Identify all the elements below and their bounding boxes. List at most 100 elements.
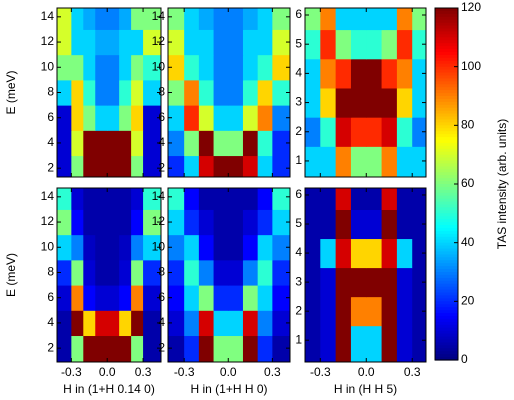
heatmap-cell (350, 209, 367, 240)
heatmap-cell (143, 335, 161, 362)
heatmap-cell (198, 105, 215, 131)
heatmap-cell (143, 79, 161, 106)
heatmap-cell (198, 310, 215, 337)
heatmap-cell (131, 54, 144, 81)
heatmap-cell (131, 29, 144, 56)
heatmap-cell (320, 117, 337, 147)
heatmap-cell (168, 234, 185, 261)
y-tick-label: 5 (295, 36, 302, 50)
heatmap-cell (119, 79, 132, 106)
y-tick-label: 1 (295, 332, 302, 346)
heatmap-cell (95, 335, 108, 362)
y-tick-label: 8 (158, 265, 165, 279)
heatmap-cell (320, 29, 337, 60)
heatmap-cell (168, 155, 185, 177)
heatmap-cell (272, 130, 290, 157)
heatmap-cell (184, 234, 200, 261)
heatmap-cell (83, 79, 96, 106)
heatmap-cell (83, 259, 96, 286)
heatmap-cell (107, 335, 120, 362)
heatmap-cell (396, 238, 413, 269)
heatmap-cell (143, 105, 161, 131)
heatmap-cell (57, 105, 72, 131)
heatmap-cell (335, 58, 352, 89)
heatmap-cell (412, 29, 426, 60)
y-tick-label: 1 (295, 153, 302, 167)
heatmap-cell (143, 209, 161, 236)
colorbar-tick-label: 120 (461, 0, 481, 14)
heatmap-cell (412, 296, 426, 327)
y-tick-label: 2 (158, 340, 165, 354)
heatmap-cell (119, 8, 132, 30)
heatmap-cell (119, 335, 132, 362)
heatmap-cell (184, 105, 200, 131)
heatmap-cell (412, 209, 426, 240)
heatmap-cell (143, 310, 161, 337)
heatmap-cell (242, 79, 259, 106)
heatmap-cell (168, 285, 185, 311)
y-tick-label: 6 (158, 110, 165, 124)
heatmap-cell (366, 29, 383, 60)
heatmap-cell (272, 155, 290, 177)
heatmap-cell (257, 209, 273, 236)
heatmap-cell (320, 325, 337, 362)
x-axis-label: H in (1+H 0.14 0) (63, 382, 155, 396)
heatmap (305, 8, 426, 177)
y-tick-label: 6 (158, 290, 165, 304)
heatmap-cell (71, 54, 84, 81)
heatmap-cell (350, 8, 367, 31)
y-tick-label: 8 (47, 85, 54, 99)
y-tick-label: 6 (47, 290, 54, 304)
y-tick-label: 6 (295, 7, 302, 21)
heatmap-cell (228, 54, 244, 81)
heatmap-cell (412, 8, 426, 31)
heatmap-cell (119, 209, 132, 236)
y-axis-label: E (meV) (4, 70, 18, 114)
heatmap-cell (131, 310, 144, 337)
heatmap-cell (412, 188, 426, 210)
heatmap (168, 188, 290, 362)
heatmap-cell (57, 310, 72, 337)
heatmap-cell (335, 325, 352, 362)
colorbar-tick-label: 40 (461, 235, 475, 249)
heatmap-cell (320, 238, 337, 269)
heatmap-cell (381, 296, 398, 327)
heatmap-cell (184, 335, 200, 362)
panel-frame (56, 187, 162, 363)
y-tick-label: 4 (158, 135, 165, 149)
heatmap-cell (412, 117, 426, 147)
x-tick-label: 0.0 (358, 365, 375, 379)
panel-frame (167, 187, 291, 363)
heatmap-cell (57, 188, 72, 210)
heatmap-cell (95, 130, 108, 157)
heatmap-cell (95, 285, 108, 311)
heatmap-cell (305, 29, 321, 60)
heatmap-cell (71, 105, 84, 131)
heatmap-cell (213, 209, 229, 236)
heatmap-cell (228, 234, 244, 261)
heatmap-cell (119, 29, 132, 56)
heatmap-cell (320, 209, 337, 240)
heatmap-cell (305, 296, 321, 327)
y-tick-label: 5 (295, 216, 302, 230)
heatmap-cell (242, 209, 259, 236)
heatmap-cell (95, 79, 108, 106)
heatmap-cell (71, 209, 84, 236)
heatmap-cell (95, 54, 108, 81)
heatmap-cell (83, 335, 96, 362)
heatmap-cell (257, 155, 273, 177)
heatmap-cell (305, 325, 321, 362)
heatmap-cell (107, 259, 120, 286)
heatmap-cell (119, 54, 132, 81)
heatmap-cell (381, 238, 398, 269)
heatmap-cell (335, 296, 352, 327)
heatmap-cell (257, 105, 273, 131)
heatmap-cell (213, 259, 229, 286)
heatmap-cell (335, 8, 352, 31)
heatmap-cell (168, 29, 185, 56)
heatmap-cell (272, 79, 290, 106)
heatmap-cell (272, 335, 290, 362)
heatmap-cell (272, 310, 290, 337)
heatmap-cell (131, 285, 144, 311)
heatmap-cell (381, 146, 398, 177)
